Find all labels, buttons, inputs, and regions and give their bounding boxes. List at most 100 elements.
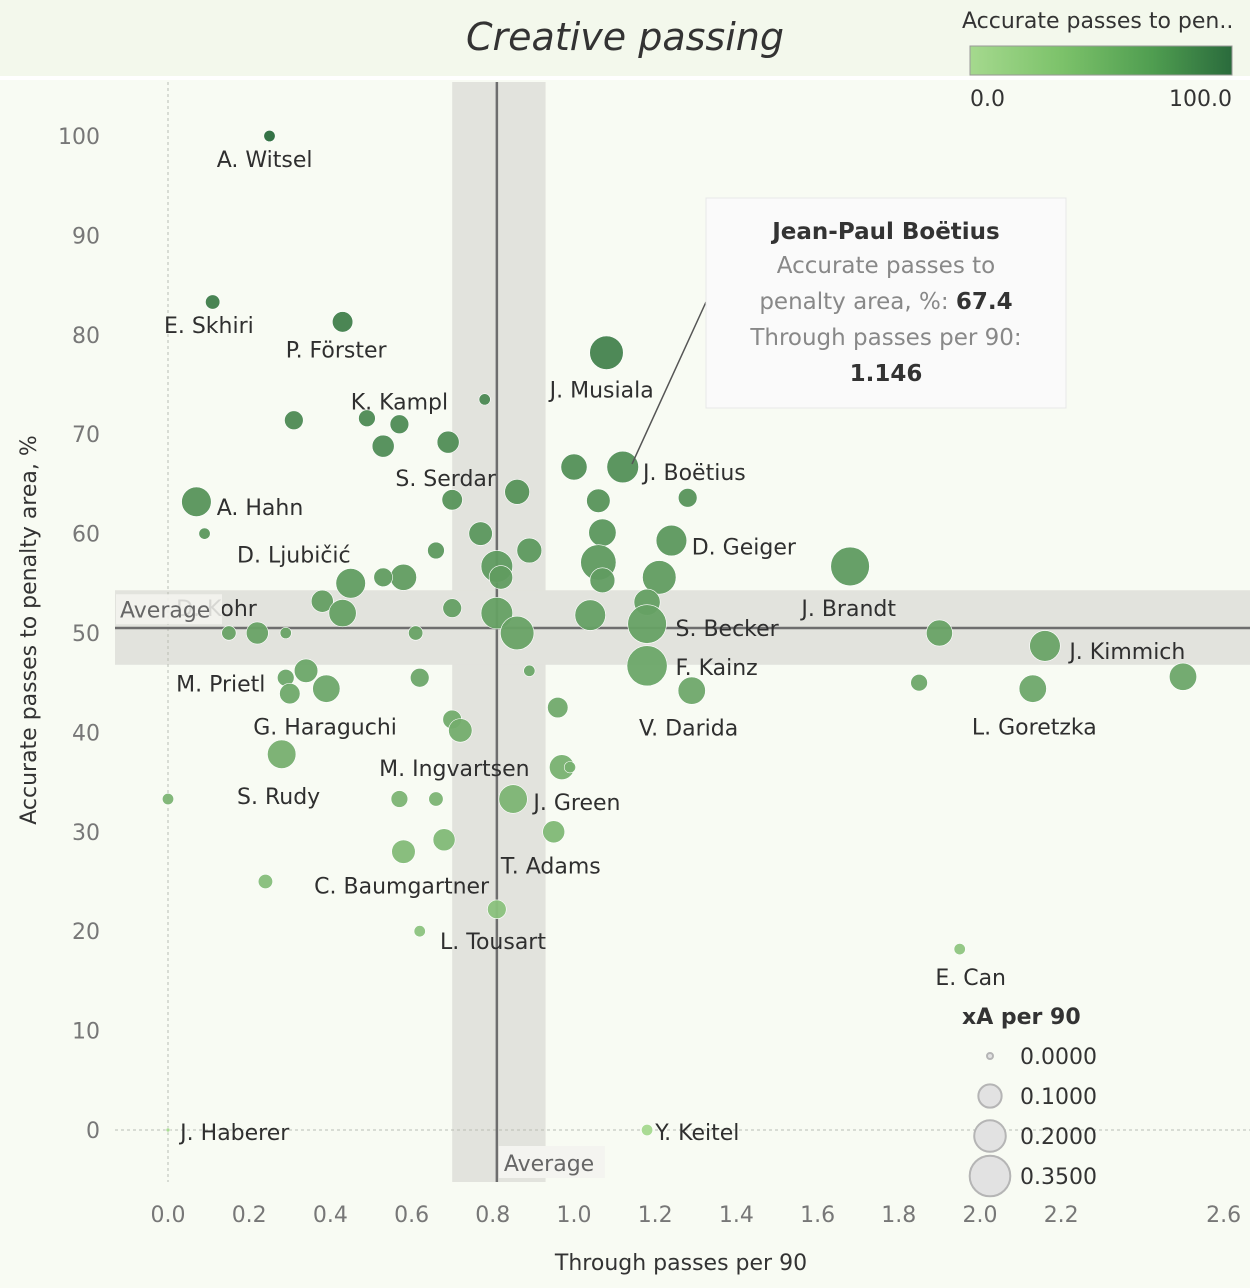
size-legend-circle — [968, 1154, 1012, 1198]
player-label: S. Serdar — [395, 467, 497, 492]
average-y-label: Average — [120, 598, 210, 623]
data-point — [655, 524, 688, 557]
tooltip-value2: 1.146 — [850, 361, 923, 387]
player-label: Y. Keitel — [654, 1121, 739, 1146]
y-tick-label: 30 — [72, 821, 100, 846]
player-label: J. Boëtius — [641, 461, 746, 486]
data-point — [480, 596, 514, 630]
data-point — [328, 599, 357, 628]
tooltip-value1: 67.4 — [956, 289, 1013, 315]
player-label: C. Baumgartner — [314, 874, 490, 899]
data-point — [442, 598, 462, 618]
data-point — [293, 658, 319, 683]
data-point — [263, 130, 276, 143]
player-label: M. Prietl — [176, 673, 265, 698]
player-label: E. Can — [935, 966, 1006, 991]
data-point — [310, 589, 334, 613]
x-axis-label: Through passes per 90 — [554, 1251, 807, 1276]
data-point — [500, 615, 535, 651]
player-label: V. Darida — [639, 716, 738, 741]
data-point — [448, 718, 473, 743]
size-legend-label: 0.1000 — [1020, 1085, 1097, 1110]
data-point — [427, 541, 445, 560]
data-point — [410, 668, 430, 688]
y-tick-label: 10 — [72, 1020, 100, 1045]
player-label: D. Geiger — [692, 536, 797, 561]
tooltip: Jean-Paul Boëtius Accurate passes to pen… — [631, 197, 1067, 465]
data-point — [547, 696, 569, 719]
x-tick-label: 0.6 — [394, 1203, 429, 1228]
x-tick-label: 1.4 — [719, 1203, 754, 1228]
tooltip-line2-label: penalty area, %: — [759, 289, 956, 315]
size-legend-label: 0.0000 — [1020, 1045, 1097, 1070]
color-legend-max: 100.0 — [1169, 87, 1232, 112]
scatter-points — [162, 130, 1198, 1137]
data-point — [257, 873, 273, 890]
player-label: D. Ljubičić — [237, 543, 351, 568]
header-divider — [0, 76, 1250, 80]
tooltip-line1: Accurate passes to — [777, 253, 995, 279]
data-point — [606, 450, 639, 484]
data-point — [373, 567, 393, 588]
x-tick-label: 1.8 — [881, 1203, 916, 1228]
y-tick-label: 100 — [58, 125, 100, 150]
data-point — [389, 414, 410, 434]
data-point — [390, 563, 417, 591]
average-y-label-bg — [116, 594, 222, 625]
data-point — [586, 488, 611, 513]
player-labels: A. Witsel E. Skhiri P. Förster K. Kampl J. M… — [164, 148, 1185, 1146]
data-point — [205, 294, 221, 310]
data-point — [953, 943, 966, 956]
average-labels: Average Average — [116, 594, 605, 1178]
player-label: L. Goretzka — [972, 715, 1097, 740]
data-point — [589, 335, 624, 370]
player-label: A. Hahn — [217, 496, 304, 521]
size-legend: 0.0000 0.1000 0.2000 0.3500 — [968, 1045, 1097, 1198]
x-tick-label: 0.8 — [475, 1203, 510, 1228]
data-point — [198, 527, 211, 540]
data-point — [589, 567, 616, 594]
y-tick-label: 20 — [72, 920, 100, 945]
data-point — [478, 393, 491, 406]
y-tick-label: 0 — [86, 1119, 100, 1144]
data-point — [516, 537, 543, 564]
data-point — [523, 664, 536, 677]
data-point — [245, 621, 269, 645]
data-point — [441, 489, 463, 511]
y-tick-label: 90 — [72, 224, 100, 249]
data-point — [468, 521, 493, 546]
data-point — [488, 565, 514, 590]
data-point — [504, 479, 530, 505]
player-label: J. Brandt — [799, 597, 896, 622]
data-point — [677, 676, 706, 705]
data-point — [221, 625, 237, 641]
data-point — [1018, 674, 1047, 703]
color-legend-bar — [969, 45, 1233, 76]
player-label: E. Skhiri — [164, 314, 254, 339]
y-tick-label: 70 — [72, 423, 100, 448]
average-lines — [115, 82, 1250, 1182]
x-tick-label: 1.0 — [557, 1203, 592, 1228]
data-point — [926, 619, 953, 647]
data-point — [390, 790, 409, 808]
data-point — [436, 430, 460, 454]
size-legend-title: xA per 90 — [962, 1005, 1081, 1030]
data-point — [371, 434, 395, 458]
player-label: J. Kimmich — [1067, 640, 1185, 665]
data-point — [641, 1124, 654, 1137]
x-tick-label: 1.2 — [638, 1203, 673, 1228]
player-label: J. Musiala — [548, 378, 654, 403]
player-label: A. Witsel — [217, 148, 313, 173]
x-tick-label: 2.0 — [963, 1203, 998, 1228]
y-tick-label: 60 — [72, 523, 100, 548]
data-point — [312, 674, 341, 703]
data-point — [498, 784, 528, 814]
size-legend-circle — [986, 1052, 994, 1060]
data-point — [910, 673, 928, 692]
data-point — [358, 409, 376, 428]
average-x-label-bg — [498, 1146, 605, 1178]
chart-title: Creative passing — [466, 15, 784, 59]
data-point — [574, 599, 606, 631]
player-label: S. Rudy — [237, 785, 320, 810]
